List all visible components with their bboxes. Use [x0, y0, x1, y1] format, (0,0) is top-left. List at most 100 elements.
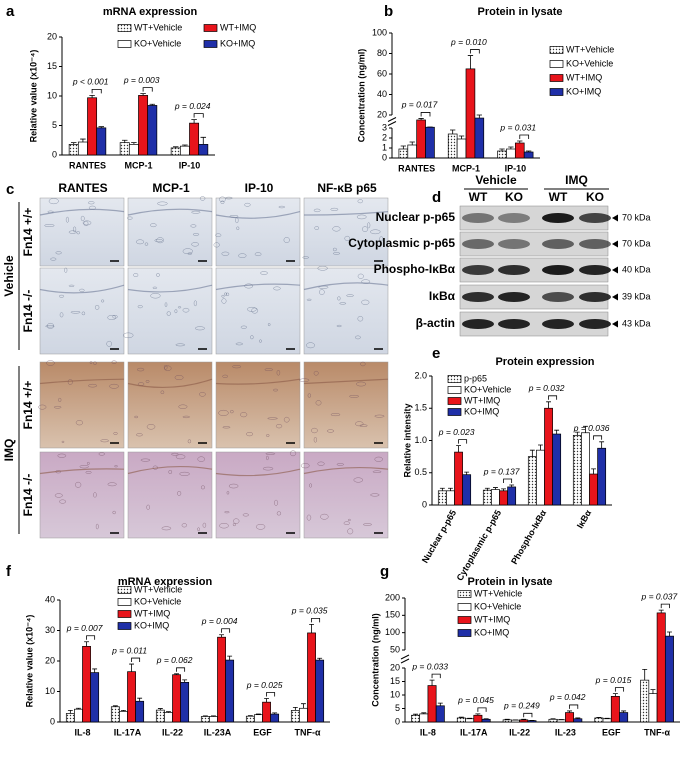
group-header: Vehicle	[475, 173, 517, 187]
bar	[456, 717, 466, 723]
blot-row-label: Cytoplasmic p-p65	[348, 236, 455, 250]
tissue-texture	[283, 416, 290, 423]
tissue-layer	[303, 467, 389, 475]
p-bracket	[503, 478, 513, 484]
tissue-texture	[191, 242, 199, 247]
tissue-layer	[39, 468, 125, 475]
lane-label: KO	[586, 190, 604, 204]
legend-swatch	[549, 60, 564, 68]
tissue-texture	[146, 504, 150, 510]
p-value: p = 0.062	[156, 655, 193, 665]
legend-label: KO+Vehicle	[134, 596, 181, 606]
lane-label: KO	[505, 190, 523, 204]
tissue-texture	[232, 365, 242, 369]
tissue-texture	[262, 466, 274, 471]
bar	[128, 144, 139, 156]
p-value: p = 0.015	[595, 675, 632, 685]
error-bar	[131, 142, 137, 145]
histology-image	[303, 451, 389, 539]
tissue-texture	[357, 315, 364, 322]
tissue-texture	[319, 289, 325, 295]
y-tick-label: 10	[47, 90, 57, 100]
error-bar	[475, 713, 481, 716]
error-bar	[650, 689, 656, 694]
p-bracket	[221, 628, 231, 633]
blot-band	[542, 213, 574, 223]
tissue-texture	[154, 238, 163, 243]
tissue-texture	[79, 465, 89, 469]
tissue-texture	[68, 284, 75, 287]
legend-swatch	[549, 46, 564, 54]
x-tick-label: IL-22	[509, 727, 530, 737]
tissue-texture	[123, 332, 134, 339]
error-bar	[599, 441, 605, 449]
histology-image	[303, 267, 389, 355]
tissue-texture	[224, 292, 227, 296]
tissue-texture	[349, 394, 359, 398]
bar	[425, 126, 435, 159]
tissue-texture	[55, 251, 62, 255]
tissue-texture	[65, 216, 70, 223]
bar	[491, 489, 500, 506]
bar	[411, 714, 421, 723]
tissue-texture	[144, 242, 149, 246]
error-bar	[219, 634, 224, 638]
tissue-texture	[311, 427, 318, 434]
bar	[544, 407, 553, 506]
tissue-texture	[233, 518, 240, 524]
p-value: p = 0.042	[549, 692, 586, 702]
x-tick-label: Nuclear p-p65	[420, 508, 458, 565]
bar	[147, 105, 158, 156]
p-bracket	[519, 134, 530, 139]
tissue-texture	[306, 298, 312, 301]
tissue-texture	[353, 477, 364, 483]
bar	[427, 685, 437, 723]
tissue-texture	[145, 380, 150, 383]
tissue-layer	[127, 208, 213, 216]
tissue-texture	[346, 294, 354, 297]
tissue-texture	[333, 252, 341, 255]
bar	[581, 432, 590, 506]
bar	[640, 679, 650, 723]
tissue-texture	[83, 220, 89, 227]
bar	[82, 646, 91, 723]
bar	[225, 659, 235, 723]
tissue-texture	[357, 199, 364, 204]
tissue-texture	[273, 388, 278, 392]
tissue-texture	[306, 342, 315, 349]
tissue-texture	[222, 374, 229, 378]
x-tick-label: IL-23A	[204, 727, 232, 737]
error-bar	[76, 707, 81, 710]
tissue-texture	[175, 343, 186, 347]
tissue-texture	[112, 510, 116, 515]
tissue-layer	[303, 378, 389, 385]
panel-label: a	[6, 3, 15, 20]
error-bar	[272, 712, 278, 715]
row-label: Fn14 -/-	[21, 290, 35, 333]
bar	[447, 133, 458, 159]
blot-size-label: 40 kDa	[622, 264, 651, 274]
legend-swatch	[117, 40, 132, 48]
bar	[254, 714, 263, 723]
error-bar	[554, 429, 560, 435]
p-value: p = 0.017	[401, 100, 438, 110]
legend-swatch	[447, 386, 462, 394]
p-value: p = 0.024	[174, 101, 211, 111]
x-tick-label: IκBα	[575, 508, 594, 530]
tissue-layer	[215, 283, 301, 291]
blot-band	[498, 213, 530, 223]
tissue-texture	[45, 325, 55, 328]
tissue-texture	[221, 294, 225, 298]
bar	[407, 144, 418, 159]
tissue-texture	[238, 253, 247, 259]
error-bar	[574, 431, 580, 436]
tissue-texture	[264, 368, 273, 371]
y-tick-label: 10	[45, 686, 55, 696]
y-tick-label: 20	[45, 655, 55, 665]
bar	[315, 659, 325, 723]
tissue-texture	[111, 360, 117, 364]
bar	[610, 695, 620, 723]
bar	[664, 635, 674, 723]
tissue-texture	[265, 452, 276, 455]
error-bar	[172, 146, 179, 148]
